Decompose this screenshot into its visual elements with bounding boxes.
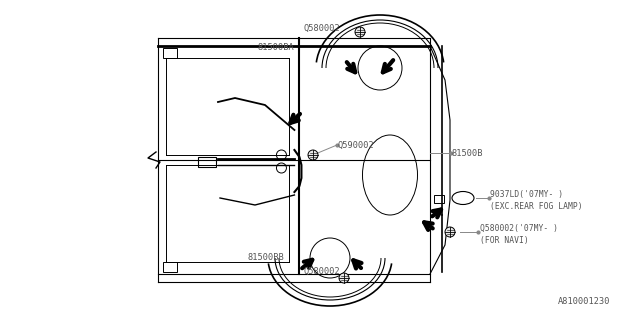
Circle shape [445,227,455,237]
Circle shape [339,273,349,283]
Text: Q580002('07MY- ): Q580002('07MY- ) [480,223,558,233]
Bar [434,195,444,203]
Text: 9037LD('07MY- ): 9037LD('07MY- ) [490,190,563,199]
Circle shape [308,150,318,160]
Text: 81500BA: 81500BA [258,44,295,52]
Bar [163,48,177,58]
Circle shape [355,27,365,37]
Text: (FOR NAVI): (FOR NAVI) [480,236,529,244]
Text: Q580002: Q580002 [303,267,340,276]
Text: 81500B: 81500B [452,148,483,157]
Text: Q590002: Q590002 [338,140,375,149]
Text: 81500BB: 81500BB [248,253,285,262]
Bar [198,157,216,167]
Text: (EXC.REAR FOG LAMP): (EXC.REAR FOG LAMP) [490,203,582,212]
Text: Q580002: Q580002 [303,23,340,33]
Bar [163,262,177,272]
Text: A810001230: A810001230 [557,298,610,307]
